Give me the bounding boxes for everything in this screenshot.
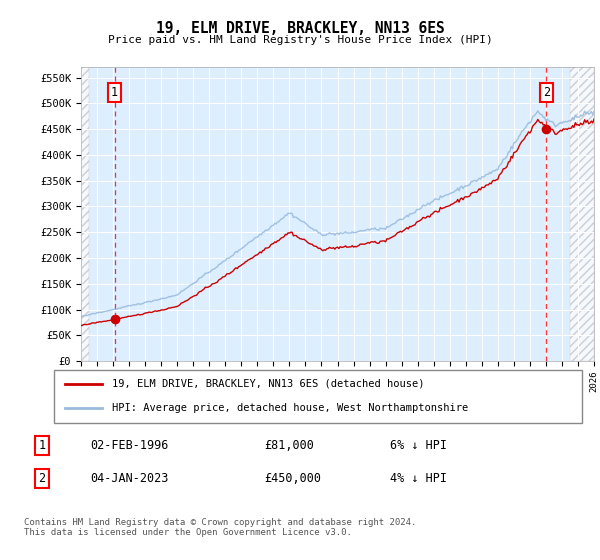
Text: £81,000: £81,000 <box>264 438 314 452</box>
Text: 4% ↓ HPI: 4% ↓ HPI <box>390 472 447 486</box>
Text: 2: 2 <box>38 472 46 486</box>
Text: 2: 2 <box>543 86 550 99</box>
Text: 1: 1 <box>38 438 46 452</box>
Text: £450,000: £450,000 <box>264 472 321 486</box>
Text: 04-JAN-2023: 04-JAN-2023 <box>90 472 169 486</box>
Text: 19, ELM DRIVE, BRACKLEY, NN13 6ES: 19, ELM DRIVE, BRACKLEY, NN13 6ES <box>155 21 445 36</box>
Text: 6% ↓ HPI: 6% ↓ HPI <box>390 438 447 452</box>
Text: 1: 1 <box>111 86 118 99</box>
Text: 02-FEB-1996: 02-FEB-1996 <box>90 438 169 452</box>
Text: Contains HM Land Registry data © Crown copyright and database right 2024.
This d: Contains HM Land Registry data © Crown c… <box>24 518 416 538</box>
Text: Price paid vs. HM Land Registry's House Price Index (HPI): Price paid vs. HM Land Registry's House … <box>107 35 493 45</box>
Text: HPI: Average price, detached house, West Northamptonshire: HPI: Average price, detached house, West… <box>112 403 469 413</box>
Text: 19, ELM DRIVE, BRACKLEY, NN13 6ES (detached house): 19, ELM DRIVE, BRACKLEY, NN13 6ES (detac… <box>112 379 425 389</box>
